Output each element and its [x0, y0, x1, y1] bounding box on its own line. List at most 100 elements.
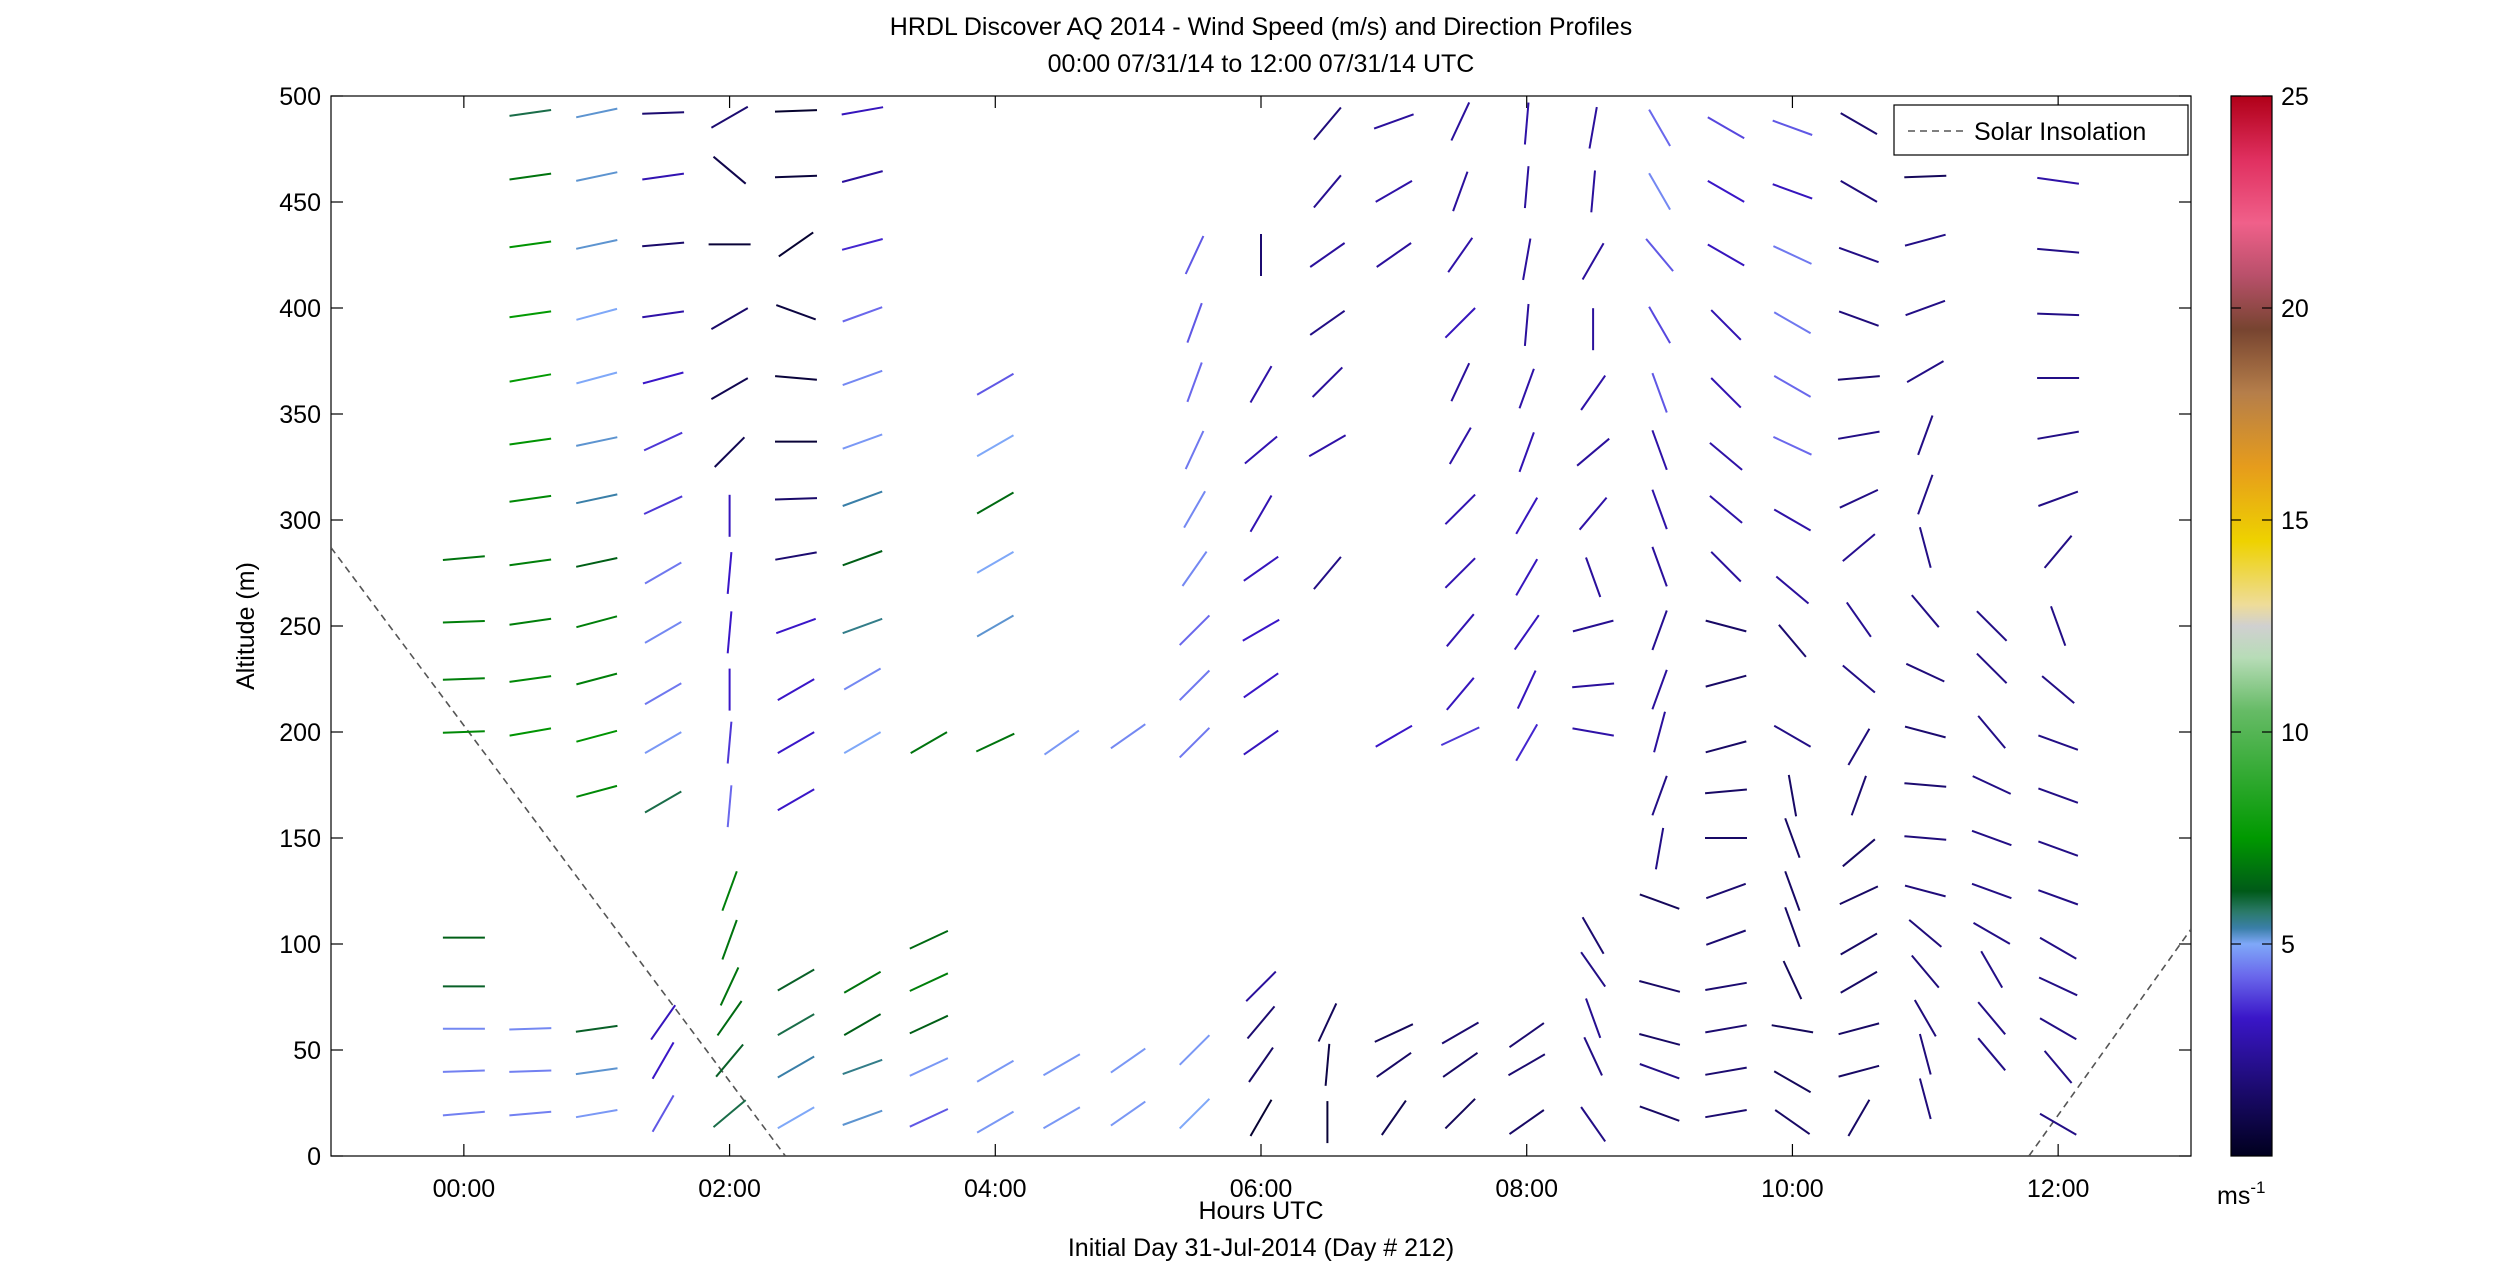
- solar-insolation-line-left: [331, 547, 787, 1156]
- wind-barb: [909, 972, 949, 992]
- wind-barb: [1639, 1105, 1680, 1122]
- wind-barb: [775, 551, 817, 561]
- wind-barb: [575, 1067, 618, 1076]
- wind-barb: [1515, 723, 1539, 762]
- wind-barb: [575, 107, 618, 119]
- wind-barb: [775, 304, 817, 321]
- y-tick-label: 50: [293, 1037, 321, 1065]
- wind-barb: [509, 240, 552, 249]
- wind-barb: [1447, 237, 1474, 273]
- wind-barb: [1972, 775, 2012, 795]
- x-tick-label: 12:00: [2027, 1175, 2090, 1203]
- wind-barb: [1572, 682, 1615, 689]
- wind-barb: [1186, 362, 1203, 403]
- x-axis-label: Hours UTC: [1198, 1197, 1323, 1225]
- wind-barb: [1245, 970, 1277, 1002]
- x-tick-label: 10:00: [1761, 1175, 1824, 1203]
- wind-barb: [1654, 827, 1665, 870]
- wind-barb: [575, 557, 618, 568]
- wind-barb: [1452, 171, 1469, 212]
- wind-barb: [642, 371, 684, 385]
- wind-barb: [719, 966, 740, 1006]
- wind-barb: [642, 172, 685, 181]
- wind-barb: [1904, 835, 1947, 841]
- wind-barb: [1778, 624, 1807, 658]
- wind-barb: [1774, 1109, 1811, 1135]
- wind-barb: [1904, 725, 1946, 739]
- wind-barb: [976, 491, 1014, 515]
- wind-barb: [2043, 535, 2073, 569]
- wind-barb: [509, 494, 552, 503]
- wind-barb: [777, 1106, 815, 1130]
- wind-barb: [1515, 497, 1539, 535]
- wind-barb: [442, 555, 485, 561]
- wind-barb: [1838, 310, 1879, 327]
- wind-barb: [644, 682, 682, 706]
- wind-barb: [909, 929, 949, 950]
- wind-barb: [1842, 838, 1876, 868]
- wind-barb: [1976, 652, 2008, 684]
- wind-barb: [1837, 375, 1880, 381]
- wind-barb: [975, 732, 1015, 753]
- wind-barb: [2039, 1112, 2077, 1136]
- wind-barb: [1707, 180, 1745, 203]
- wind-barb: [576, 307, 618, 321]
- wind-barb: [1971, 882, 2012, 900]
- wind-barb: [1772, 183, 1813, 200]
- wind-barb: [1578, 496, 1608, 531]
- wind-barb: [1639, 1063, 1680, 1080]
- wind-barb: [1508, 1022, 1545, 1049]
- wind-barb: [575, 1109, 618, 1119]
- wind-barb: [1705, 981, 1747, 991]
- y-tick-label: 250: [279, 613, 321, 641]
- wind-barb: [778, 231, 814, 258]
- wind-barb: [1248, 1047, 1274, 1083]
- wind-barb: [842, 1058, 883, 1076]
- wind-barb: [1645, 238, 1674, 272]
- colorbar: 5 10 15 20 25 ms-1: [2217, 83, 2309, 1210]
- wind-barb: [1773, 375, 1812, 398]
- wind-barb: [1186, 302, 1203, 343]
- wind-barb: [1583, 1036, 1603, 1076]
- wind-barb: [1918, 1078, 1932, 1120]
- wind-barb: [1444, 557, 1476, 589]
- wind-barb: [842, 617, 883, 635]
- wind-barb: [1840, 932, 1878, 956]
- wind-barb: [1580, 1106, 1607, 1142]
- wind-barb: [2043, 1050, 2073, 1084]
- wind-barb: [1838, 1022, 1880, 1036]
- wind-barb: [777, 678, 815, 701]
- wind-barb: [1450, 362, 1471, 402]
- wind-barb: [1572, 727, 1614, 737]
- wind-barb: [1448, 427, 1472, 465]
- x-tick-label: 00:00: [433, 1175, 496, 1203]
- wind-barb: [1184, 430, 1205, 470]
- wind-barb: [1309, 242, 1346, 268]
- wind-barb: [1523, 166, 1530, 209]
- wind-barb: [726, 552, 733, 594]
- wind-barb: [1518, 432, 1535, 473]
- wind-barb: [1444, 493, 1476, 525]
- wind-barb: [1648, 172, 1671, 211]
- wind-barb: [774, 174, 818, 179]
- wind-barb: [777, 1055, 815, 1079]
- wind-barb: [1313, 556, 1342, 590]
- wind-barb: [721, 870, 738, 912]
- wind-barb: [1178, 1098, 1211, 1130]
- wind-barb: [1904, 233, 1946, 247]
- wind-barb: [2041, 675, 2075, 704]
- wind-barb: [1971, 829, 2012, 847]
- wind-barb: [1373, 113, 1414, 130]
- wind-barb: [1977, 1001, 2006, 1035]
- wind-barb: [1572, 619, 1614, 633]
- y-tick-label: 400: [279, 295, 321, 323]
- wind-barb: [976, 1110, 1014, 1134]
- y-tick-label: 150: [279, 825, 321, 853]
- wind-barb: [842, 550, 883, 567]
- wind-barb: [1839, 885, 1879, 906]
- wind-barb: [1523, 303, 1530, 346]
- wind-barb: [976, 551, 1014, 574]
- x-tick-label: 04:00: [964, 1175, 1027, 1203]
- wind-barb: [1515, 558, 1539, 596]
- wind-barb: [1585, 998, 1602, 1039]
